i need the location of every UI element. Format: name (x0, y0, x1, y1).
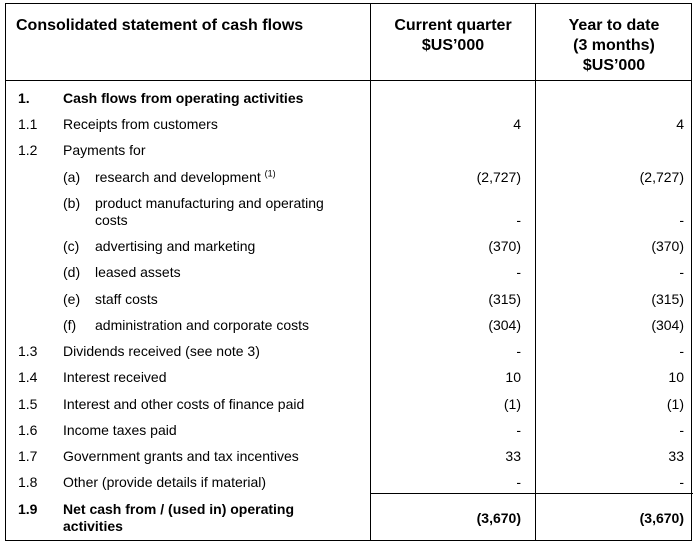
header-line: (3 months) (573, 37, 655, 54)
row-letter: (d) (63, 264, 81, 280)
current-quarter-value: 10 (505, 369, 521, 385)
header-line: Current quarter (394, 17, 512, 34)
row-letter: (b) (63, 195, 81, 211)
row-letter: (c) (63, 238, 80, 254)
year-to-date-header: Year to date (3 months) $US’000 (536, 16, 692, 76)
current-quarter-value: - (516, 343, 521, 359)
section-label: Cash flows from operating activities (63, 90, 304, 106)
current-quarter-value: (304) (488, 317, 521, 333)
row-number: 1.9 (18, 501, 38, 517)
row-number: 1.4 (18, 369, 38, 385)
current-quarter-value: (370) (488, 238, 521, 254)
header-line: $US’000 (421, 37, 485, 54)
header-line: $US’000 (582, 57, 646, 74)
year-to-date-value: (315) (651, 291, 684, 307)
year-to-date-value: (3,670) (639, 510, 684, 526)
row-label: Receipts from customers (63, 116, 218, 132)
row-number: 1.8 (18, 474, 38, 490)
current-quarter-value: (3,670) (476, 510, 521, 526)
year-to-date-value: (370) (651, 238, 684, 254)
year-to-date-value: 33 (668, 448, 684, 464)
row-label: Other (provide details if material) (63, 474, 267, 490)
column-divider (535, 4, 536, 540)
year-to-date-value: - (679, 474, 684, 490)
row-label-line: activities (63, 518, 123, 534)
row-label: staff costs (95, 291, 158, 307)
row-number: 1.6 (18, 422, 38, 438)
table-title: Consolidated statement of cash flows (16, 17, 304, 34)
row-label: Income taxes paid (63, 422, 177, 438)
row-label-line: Net cash from / (used in) operating (63, 501, 295, 517)
row-label: Net cash from / (used in) operating acti… (63, 501, 363, 535)
row-label-line: product manufacturing and operating (95, 195, 324, 211)
footnote-marker: (1) (264, 168, 276, 179)
current-quarter-value: (1) (503, 396, 521, 412)
section-number: 1. (18, 90, 30, 106)
total-rule (535, 493, 693, 494)
row-label: leased assets (95, 264, 181, 280)
column-divider (370, 4, 371, 540)
row-label: Interest and other costs of finance paid (63, 396, 305, 412)
current-quarter-value: 33 (505, 448, 521, 464)
row-letter: (f) (63, 317, 77, 333)
row-letter: (a) (63, 169, 81, 185)
current-quarter-value: - (516, 422, 521, 438)
row-number: 1.1 (18, 116, 38, 132)
row-label-text: research and development (95, 169, 261, 185)
cash-flow-table: Consolidated statement of cash flows Cur… (5, 3, 693, 541)
current-quarter-value: (2,727) (476, 169, 521, 185)
current-quarter-value: (315) (488, 291, 521, 307)
header-line: Year to date (568, 17, 660, 34)
current-quarter-header: Current quarter $US’000 (371, 16, 535, 56)
header-divider (6, 80, 691, 81)
current-quarter-value: - (516, 474, 521, 490)
row-label: advertising and marketing (95, 238, 256, 254)
row-number: 1.3 (18, 343, 38, 359)
row-number: 1.2 (18, 142, 38, 158)
year-to-date-value: - (679, 343, 684, 359)
row-letter: (e) (63, 291, 81, 307)
year-to-date-value: (1) (666, 396, 684, 412)
row-number: 1.7 (18, 448, 38, 464)
year-to-date-value: (2,727) (639, 169, 684, 185)
year-to-date-value: (304) (651, 317, 684, 333)
row-label: Dividends received (see note 3) (63, 343, 260, 359)
current-quarter-value: 4 (513, 116, 521, 132)
row-label: research and development (1) (95, 169, 363, 186)
total-rule (370, 493, 535, 494)
row-label-line: costs (95, 212, 128, 228)
row-number: 1.5 (18, 396, 38, 412)
year-to-date-value: - (679, 422, 684, 438)
year-to-date-value: - (679, 264, 684, 280)
year-to-date-value: 10 (668, 369, 684, 385)
current-quarter-value: - (516, 264, 521, 280)
year-to-date-value: 4 (676, 116, 684, 132)
row-label: Interest received (63, 369, 167, 385)
year-to-date-value: - (679, 212, 684, 228)
row-label: product manufacturing and operating cost… (95, 195, 363, 229)
row-label: Government grants and tax incentives (63, 448, 299, 464)
row-label: administration and corporate costs (95, 317, 309, 333)
row-label: Payments for (63, 142, 146, 158)
current-quarter-value: - (516, 212, 521, 228)
